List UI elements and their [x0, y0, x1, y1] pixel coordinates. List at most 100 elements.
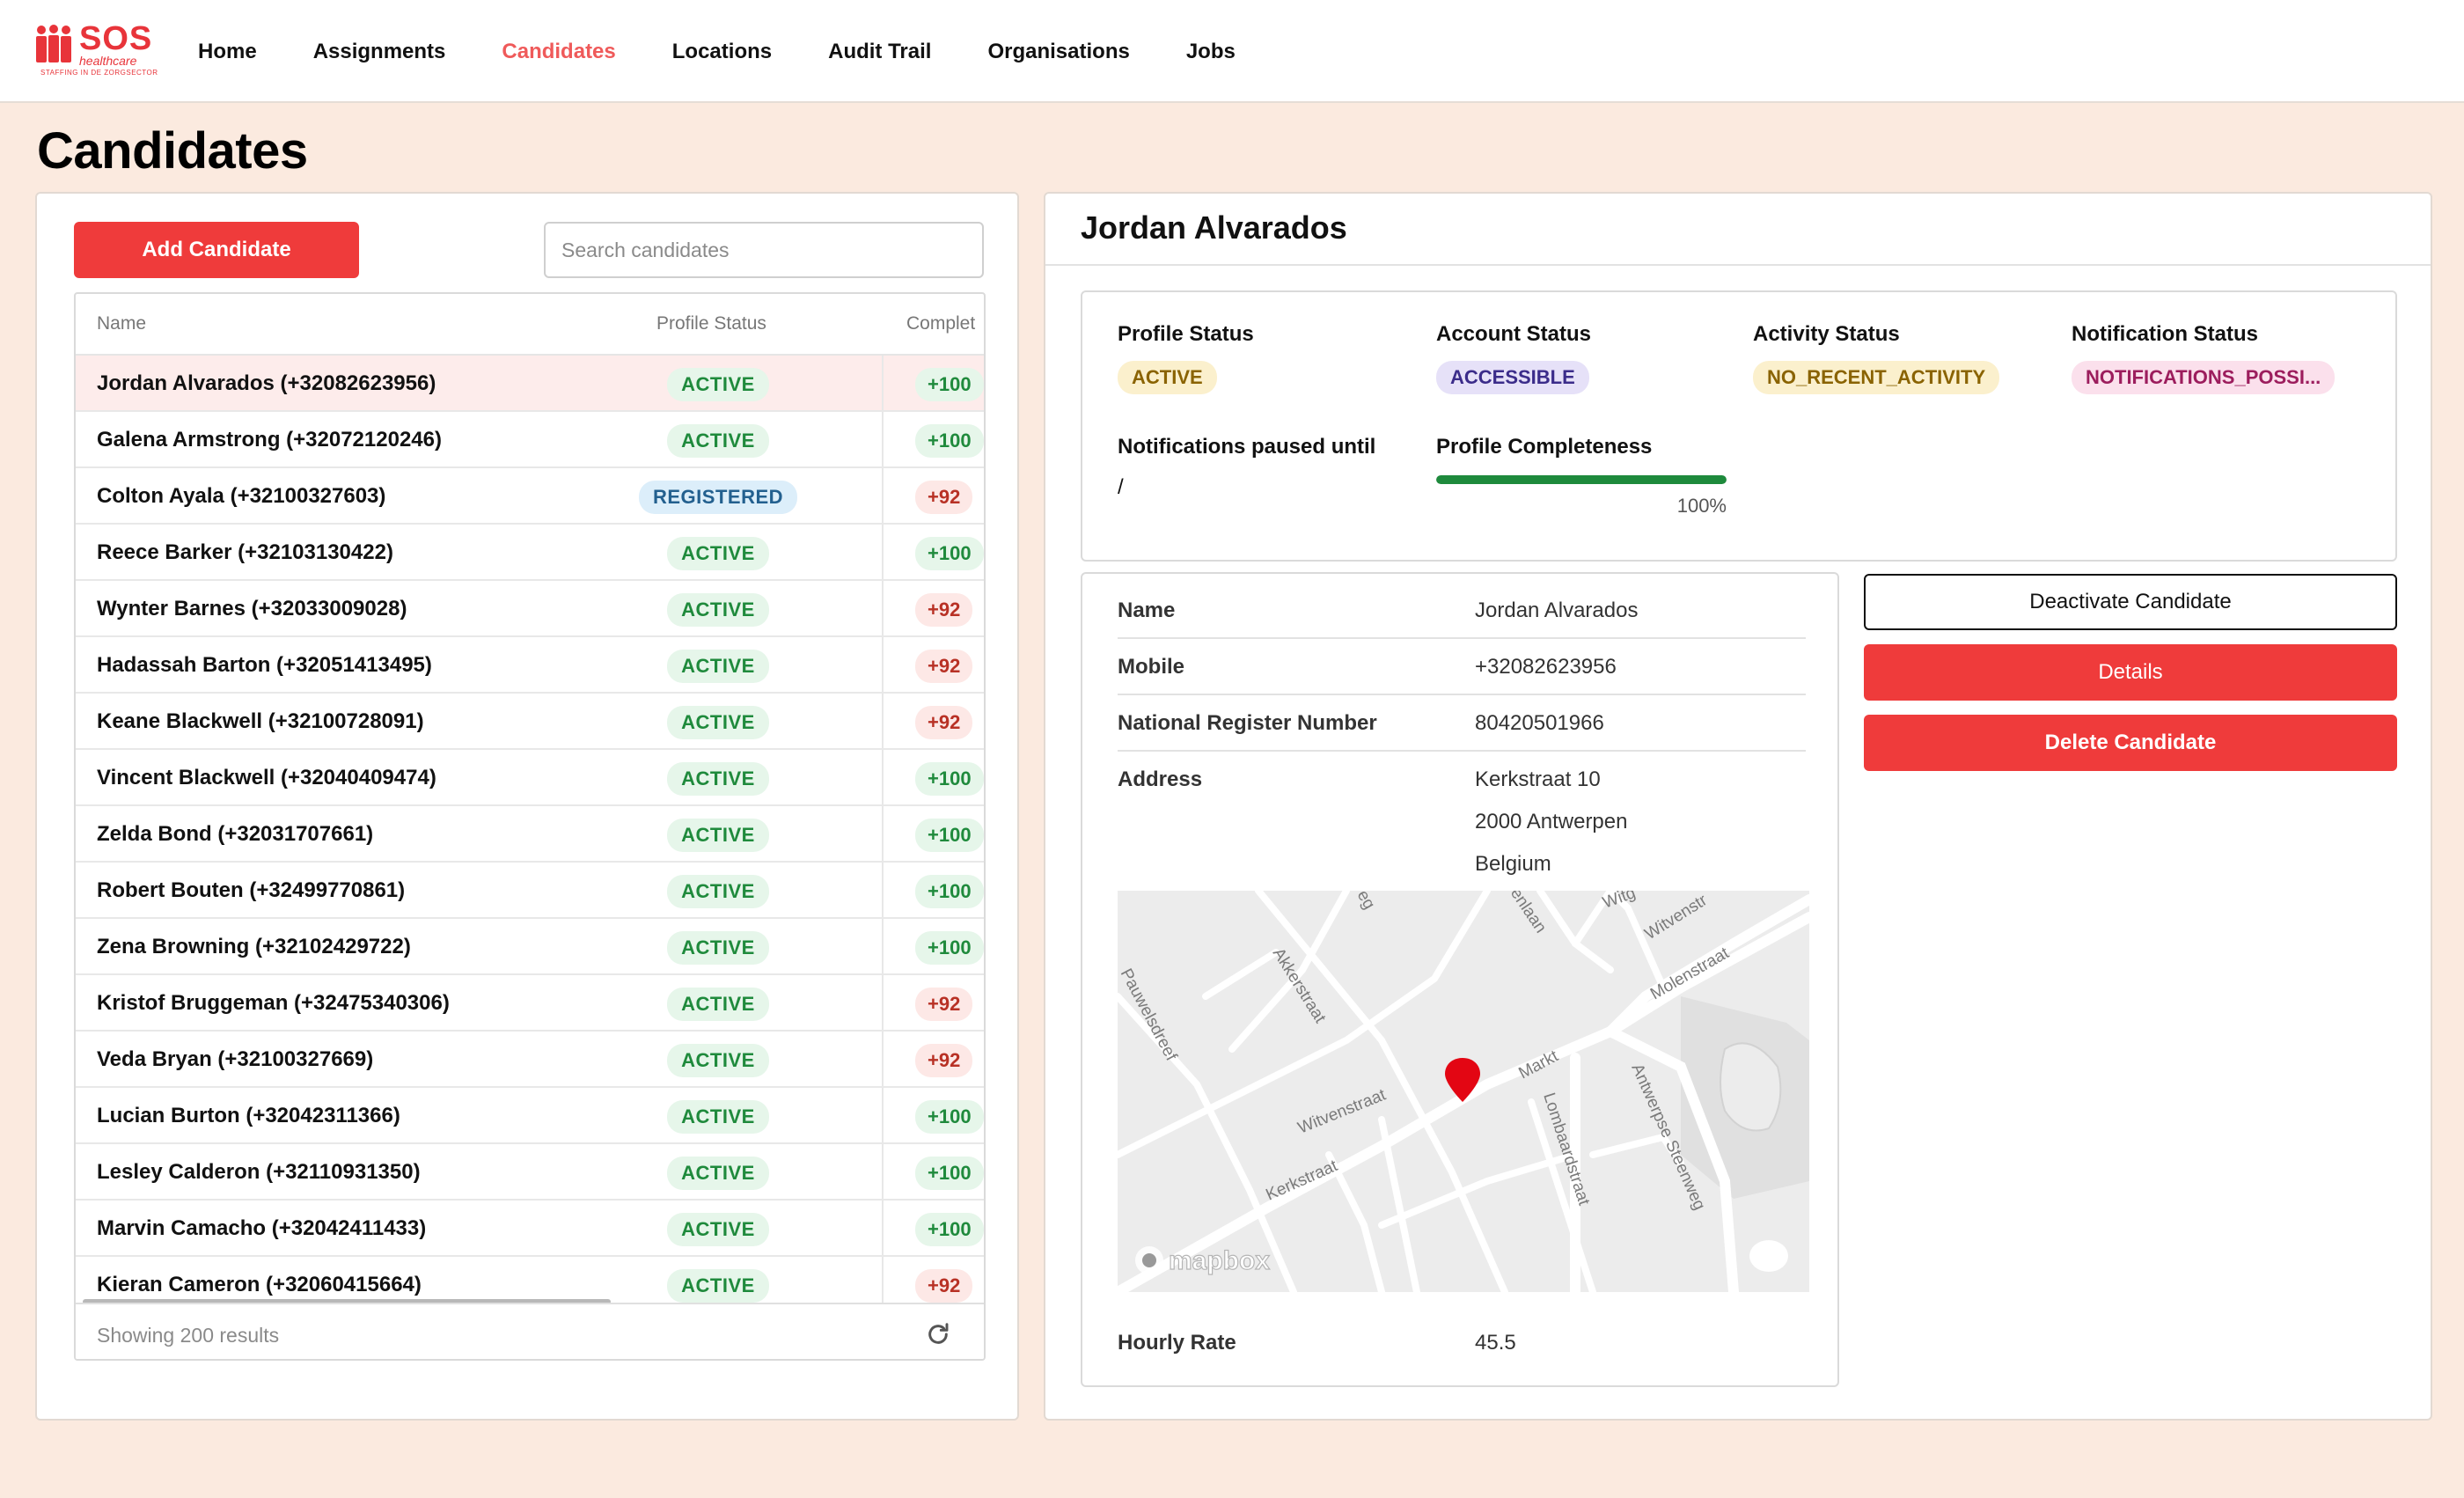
hourly-rate-label: Hourly Rate: [1118, 1331, 1236, 1355]
column-header-completeness[interactable]: Complet: [906, 313, 976, 334]
table-row[interactable]: Veda Bryan (+32100327669) ACTIVE +92: [76, 1032, 984, 1088]
status-badge: ACTIVE: [667, 819, 769, 852]
profile-status-cell: ACTIVE: [639, 650, 797, 683]
completeness-cell: +92: [882, 975, 984, 1030]
nav-home[interactable]: Home: [198, 39, 257, 63]
address-line-3: Belgium: [1475, 852, 1551, 876]
nav-organisations[interactable]: Organisations: [987, 39, 1130, 63]
activity-status-label: Activity Status: [1753, 322, 1900, 346]
table-row[interactable]: Zelda Bond (+32031707661) ACTIVE +100: [76, 806, 984, 863]
nav-jobs[interactable]: Jobs: [1185, 39, 1236, 63]
details-button[interactable]: Details: [1864, 644, 2397, 701]
completeness-cell: +92: [882, 694, 984, 748]
candidate-name-cell: Colton Ayala (+32100327603): [97, 484, 386, 508]
deactivate-candidate-button[interactable]: Deactivate Candidate: [1864, 574, 2397, 630]
completeness-badge: +92: [915, 593, 973, 627]
column-header-name[interactable]: Name: [97, 313, 147, 334]
status-overview: Profile Status ACTIVE Account Status ACC…: [1081, 290, 2397, 562]
page-title: Candidates: [37, 122, 308, 180]
logo-tagline: STAFFING IN DE ZORGSECTOR: [40, 69, 158, 77]
table-row[interactable]: Zena Browning (+32102429722) ACTIVE +100: [76, 919, 984, 975]
table-row[interactable]: Jordan Alvarados (+32082623956) ACTIVE +10…: [76, 356, 984, 412]
national-register-value: 80420501966: [1475, 711, 1604, 735]
table-row[interactable]: Vincent Blackwell (+32040409474) ACTIVE +1…: [76, 750, 984, 806]
refresh-icon[interactable]: [924, 1320, 952, 1348]
table-row[interactable]: Lucian Burton (+32042311366) ACTIVE +100: [76, 1088, 984, 1144]
column-header-profile-status[interactable]: Profile Status: [656, 313, 766, 334]
profile-status-cell: ACTIVE: [639, 537, 797, 570]
notifications-paused-label: Notifications paused until: [1118, 435, 1376, 459]
nav-candidates[interactable]: Candidates: [502, 39, 616, 63]
candidate-name-cell: Marvin Camacho (+32042411433): [97, 1216, 427, 1240]
table-row[interactable]: Keane Blackwell (+32100728091) ACTIVE +92: [76, 694, 984, 750]
profile-completeness-label: Profile Completeness: [1436, 435, 1653, 459]
status-badge: REGISTERED: [639, 481, 798, 514]
candidate-detail-panel: Jordan Alvarados Profile Status ACTIVE A…: [1044, 192, 2432, 1421]
table-row[interactable]: Hadassah Barton (+32051413495) ACTIVE +92: [76, 637, 984, 694]
candidate-name-cell: Reece Barker (+32103130422): [97, 540, 393, 564]
account-status-block: Account Status ACCESSIBLE: [1436, 322, 1591, 394]
results-count: Showing 200 results: [97, 1324, 280, 1347]
table-header: Name Profile Status Complet: [76, 294, 984, 356]
profile-status-cell: ACTIVE: [639, 931, 797, 965]
nav-assignments[interactable]: Assignments: [312, 39, 446, 63]
completeness-badge: +100: [915, 762, 984, 796]
profile-status-cell: ACTIVE: [639, 819, 797, 852]
mapbox-logo[interactable]: mapbox: [1135, 1245, 1271, 1276]
table-row[interactable]: Galena Armstrong (+32072120246) ACTIVE +10…: [76, 412, 984, 468]
table-row[interactable]: Reece Barker (+32103130422) ACTIVE +100: [76, 525, 984, 581]
completeness-badge: +100: [915, 1100, 984, 1134]
profile-status-cell: ACTIVE: [639, 875, 797, 908]
profile-status-cell: ACTIVE: [639, 1213, 797, 1246]
table-row[interactable]: Lesley Calderon (+32110931350) ACTIVE +100: [76, 1144, 984, 1201]
profile-status-badge: ACTIVE: [1118, 361, 1217, 394]
nav-locations[interactable]: Locations: [671, 39, 773, 63]
profile-completeness-fill: [1436, 475, 1727, 484]
table-row[interactable]: Marvin Camacho (+32042411433) ACTIVE +100: [76, 1201, 984, 1257]
status-badge: ACTIVE: [667, 1213, 769, 1246]
logo-subtitle: healthcare: [79, 54, 137, 68]
completeness-cell: +100: [882, 525, 984, 579]
completeness-badge: +100: [915, 368, 984, 401]
table-body: Jordan Alvarados (+32082623956) ACTIVE +10…: [76, 356, 984, 1303]
completeness-badge: +92: [915, 1044, 973, 1077]
completeness-badge: +92: [915, 1269, 973, 1303]
candidate-name-cell: Lesley Calderon (+32110931350): [97, 1160, 421, 1184]
delete-candidate-button[interactable]: Delete Candidate: [1864, 715, 2397, 771]
horizontal-scrollbar[interactable]: [83, 1299, 611, 1304]
info-row-hourly-rate: Hourly Rate 45.5: [1118, 1313, 1806, 1369]
map-canvas[interactable]: Pauwelsdreef Akkerstraat Witvenstraat Ke…: [1118, 891, 1809, 1292]
profile-status-cell: ACTIVE: [639, 1157, 797, 1190]
search-candidates-input[interactable]: [544, 222, 984, 278]
table-row[interactable]: Kieran Cameron (+32060415664) ACTIVE +92: [76, 1257, 984, 1303]
completeness-cell: +92: [882, 581, 984, 635]
completeness-badge: +100: [915, 1213, 984, 1246]
location-pin-icon[interactable]: [1445, 1058, 1480, 1102]
table-footer: Showing 200 results: [76, 1303, 984, 1359]
profile-completeness-percent: 100%: [1676, 495, 1727, 517]
sos-healthcare-logo[interactable]: SOS healthcare STAFFING IN DE ZORGSECTOR: [35, 21, 158, 79]
account-status-badge: ACCESSIBLE: [1436, 361, 1589, 394]
completeness-cell: +100: [882, 412, 984, 466]
nav-audit-trail[interactable]: Audit Trail: [828, 39, 932, 63]
national-register-label: National Register Number: [1118, 711, 1377, 735]
mobile-value: +32082623956: [1475, 655, 1617, 679]
table-row[interactable]: Colton Ayala (+32100327603) REGISTERED +92: [76, 468, 984, 525]
mobile-label: Mobile: [1118, 655, 1184, 679]
address-line-1: Kerkstraat 10: [1475, 767, 1601, 791]
activity-status-badge: NO_RECENT_ACTIVITY: [1753, 361, 2000, 394]
candidate-name-cell: Lucian Burton (+32042311366): [97, 1104, 400, 1127]
candidate-info-card: Name Jordan Alvarados Mobile +3208262395…: [1081, 572, 1839, 1387]
completeness-badge: +100: [915, 1157, 984, 1190]
profile-completeness-bar: [1436, 475, 1727, 484]
table-row[interactable]: Wynter Barnes (+32033009028) ACTIVE +92: [76, 581, 984, 637]
completeness-badge: +100: [915, 537, 984, 570]
name-value: Jordan Alvarados: [1475, 598, 1639, 622]
completeness-badge: +100: [915, 819, 984, 852]
add-candidate-button[interactable]: Add Candidate: [74, 222, 359, 278]
status-badge: ACTIVE: [667, 1044, 769, 1077]
name-label: Name: [1118, 598, 1176, 622]
table-row[interactable]: Kristof Bruggeman (+32475340306) ACTIVE +9…: [76, 975, 984, 1032]
table-row[interactable]: Robert Bouten (+32499770861) ACTIVE +100: [76, 863, 984, 919]
address-map[interactable]: Pauwelsdreef Akkerstraat Witvenstraat Ke…: [1118, 891, 1809, 1292]
